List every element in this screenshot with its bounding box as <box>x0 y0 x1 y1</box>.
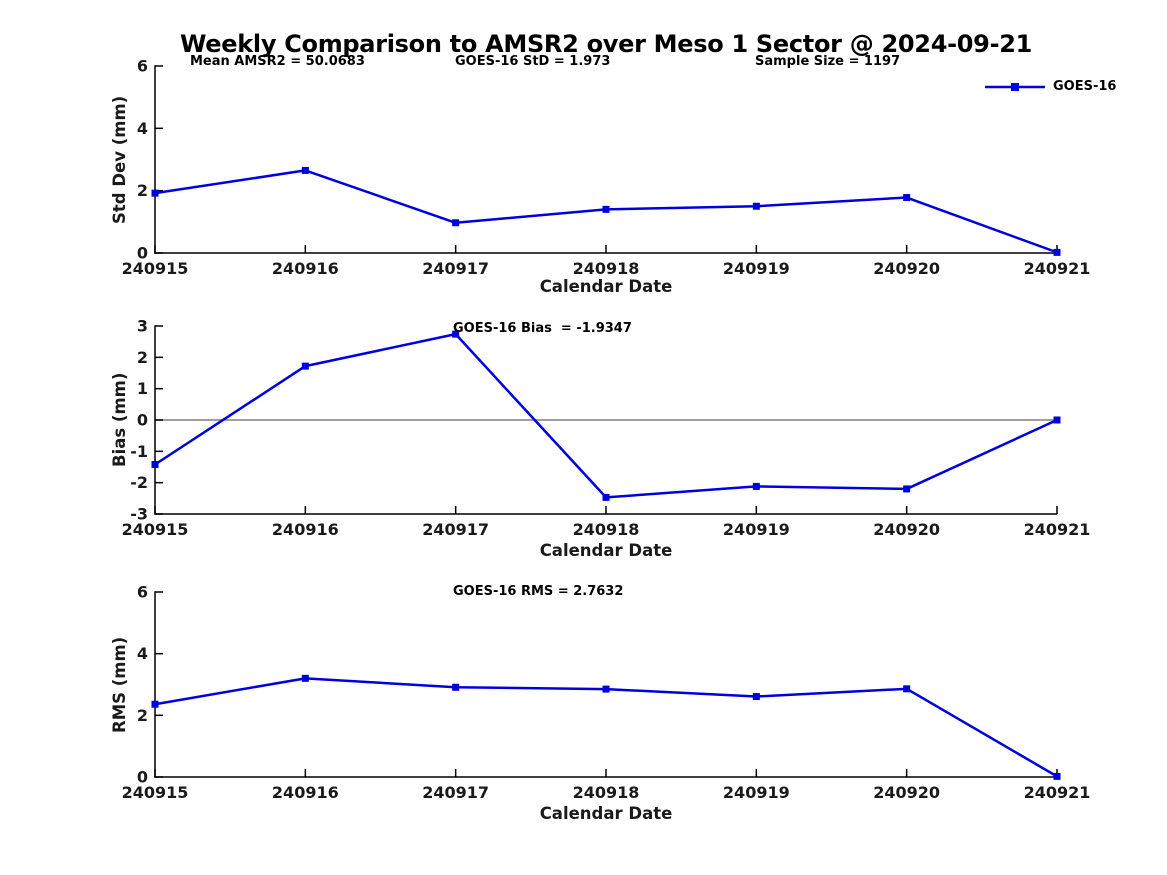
data-point-marker <box>752 482 760 490</box>
annotation-goes16-bias: GOES-16 Bias = -1.9347 <box>453 321 632 336</box>
y-tick-label: 6 <box>137 583 148 602</box>
x-tick-label: 240919 <box>723 259 790 278</box>
y-axis-label-stddev: Std Dev (mm) <box>110 95 129 224</box>
data-point-marker <box>301 674 309 682</box>
annotation-sample-size: Sample Size = 1197 <box>755 54 901 69</box>
y-tick-label: 6 <box>137 57 148 76</box>
x-tick-label: 240918 <box>573 520 640 539</box>
x-tick-label: 240915 <box>122 520 189 539</box>
x-tick-label: 240917 <box>422 259 489 278</box>
y-tick-label: 1 <box>137 379 148 398</box>
data-point-marker <box>301 166 309 174</box>
x-tick-label: 240921 <box>1024 259 1091 278</box>
x-tick-label: 240916 <box>272 520 339 539</box>
figure-title: Weekly Comparison to AMSR2 over Meso 1 S… <box>179 30 1033 58</box>
y-tick-label: 2 <box>137 181 148 200</box>
y-tick-label: -3 <box>130 505 148 524</box>
data-point-marker <box>903 685 911 693</box>
y-tick-label: 0 <box>137 411 148 430</box>
data-point-marker <box>1053 772 1061 780</box>
annotation-goes16-std: GOES-16 StD = 1.973 <box>455 54 611 69</box>
y-tick-label: 4 <box>137 644 148 663</box>
x-tick-label: 240919 <box>723 520 790 539</box>
x-axis-label-rms: Calendar Date <box>539 804 673 823</box>
data-point-marker <box>452 330 460 338</box>
y-axis-label-bias: Bias (mm) <box>110 372 129 468</box>
data-point-marker <box>903 485 911 493</box>
y-tick-label: 4 <box>137 119 148 138</box>
annotation-goes16-rms: GOES-16 RMS = 2.7632 <box>453 584 624 599</box>
legend-label: GOES-16 <box>1053 79 1117 94</box>
x-tick-label: 240917 <box>422 783 489 802</box>
y-tick-label: -1 <box>130 442 148 461</box>
data-point-marker <box>151 189 159 197</box>
data-point-marker <box>1053 248 1061 256</box>
data-point-marker <box>1053 416 1061 424</box>
x-tick-label: 240915 <box>122 259 189 278</box>
data-point-marker <box>452 219 460 227</box>
x-axis-label-stddev: Calendar Date <box>539 277 673 296</box>
data-point-marker <box>602 685 610 693</box>
data-point-marker <box>452 683 460 691</box>
annotation-mean-amsr2: Mean AMSR2 = 50.0683 <box>190 54 365 69</box>
data-point-marker <box>752 202 760 210</box>
x-tick-label: 240920 <box>873 259 940 278</box>
y-tick-label: 2 <box>137 706 148 725</box>
data-point-marker <box>151 700 159 708</box>
data-point-marker <box>602 493 610 501</box>
legend-line-marker-icon <box>985 82 1045 91</box>
x-tick-label: 240920 <box>873 520 940 539</box>
x-tick-label: 240920 <box>873 783 940 802</box>
x-tick-label: 240921 <box>1024 783 1091 802</box>
y-tick-label: 3 <box>137 317 148 336</box>
y-tick-label: -2 <box>130 473 148 492</box>
x-tick-label: 240916 <box>272 259 339 278</box>
x-tick-label: 240916 <box>272 783 339 802</box>
data-point-marker <box>301 362 309 370</box>
x-tick-label: 240915 <box>122 783 189 802</box>
y-tick-label: 0 <box>137 244 148 263</box>
x-tick-label: 240918 <box>573 259 640 278</box>
data-point-marker <box>151 460 159 468</box>
x-tick-label: 240921 <box>1024 520 1091 539</box>
y-tick-label: 2 <box>137 348 148 367</box>
series-line <box>154 677 1058 778</box>
x-axis-label-bias: Calendar Date <box>539 541 673 560</box>
x-tick-label: 240918 <box>573 783 640 802</box>
data-point-marker <box>602 205 610 213</box>
y-axis-label-rms: RMS (mm) <box>110 636 129 733</box>
x-tick-label: 240917 <box>422 520 489 539</box>
y-tick-label: 0 <box>137 768 148 787</box>
x-tick-label: 240919 <box>723 783 790 802</box>
data-point-marker <box>752 693 760 701</box>
data-point-marker <box>903 194 911 202</box>
legend: GOES-16 <box>984 79 1116 94</box>
series-line <box>154 332 1058 499</box>
